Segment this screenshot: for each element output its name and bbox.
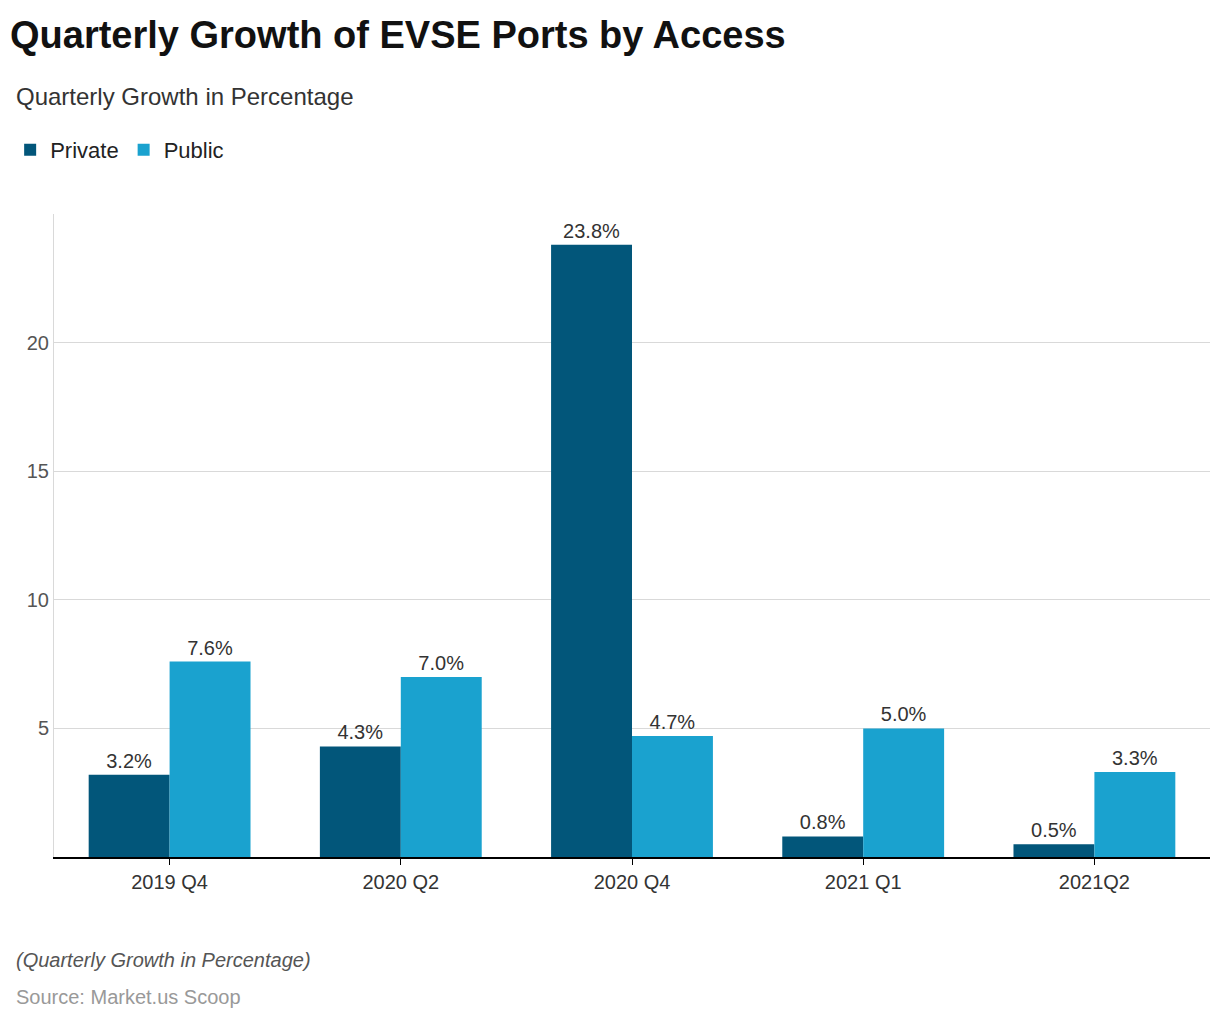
svg-text:Quarterly Growth of EVSE Ports: Quarterly Growth of EVSE Ports by Access [10,14,786,56]
svg-text:23.8%: 23.8% [563,220,620,242]
svg-text:2021Q2: 2021Q2 [1059,871,1130,893]
svg-text:3.3%: 3.3% [1112,747,1158,769]
svg-text:(Quarterly Growth in Percentag: (Quarterly Growth in Percentage) [16,949,311,971]
svg-text:0.5%: 0.5% [1031,819,1077,841]
svg-text:2020 Q4: 2020 Q4 [594,871,671,893]
svg-text:7.6%: 7.6% [187,637,233,659]
svg-text:5.0%: 5.0% [881,703,927,725]
svg-text:Source: Market.us Scoop: Source: Market.us Scoop [16,986,241,1008]
svg-text:2020 Q2: 2020 Q2 [362,871,439,893]
svg-text:5: 5 [38,717,49,739]
svg-text:20: 20 [27,332,49,354]
svg-text:7.0%: 7.0% [418,652,464,674]
svg-text:Private: Private [50,138,118,163]
svg-text:4.3%: 4.3% [337,721,383,743]
svg-text:2019 Q4: 2019 Q4 [131,871,208,893]
svg-text:10: 10 [27,589,49,611]
svg-text:15: 15 [27,460,49,482]
svg-text:3.2%: 3.2% [106,750,152,772]
svg-text:Public: Public [164,138,224,163]
svg-text:0.8%: 0.8% [800,811,846,833]
svg-text:2021 Q1: 2021 Q1 [825,871,902,893]
svg-text:Quarterly Growth in Percentage: Quarterly Growth in Percentage [16,83,354,110]
svg-text:4.7%: 4.7% [650,711,696,733]
